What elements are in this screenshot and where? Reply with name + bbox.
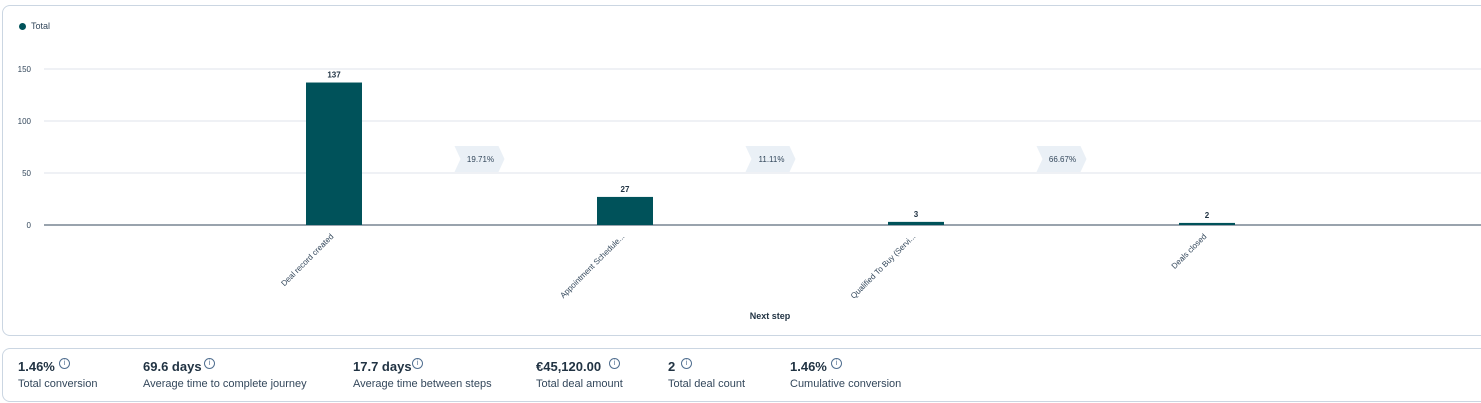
bar (597, 196, 653, 225)
info-icon[interactable]: i (609, 358, 620, 369)
info-icon[interactable]: i (412, 358, 423, 369)
stat-value: 17.7 days (353, 359, 412, 374)
conversion-rate-label: 66.67% (1049, 155, 1076, 164)
stat-label: Total deal amount (536, 378, 623, 390)
x-tick-label: Appointment Schedule... (558, 232, 626, 300)
funnel-chart-card: Total (2, 5, 1481, 336)
stat-value: 2 (668, 359, 676, 374)
summary-stats-card: 1.46% i Total conversion 69.6 days i Ave… (2, 348, 1481, 402)
bar (1179, 222, 1235, 225)
bar-value-label: 2 (1205, 211, 1210, 220)
y-tick-label: 150 (18, 65, 32, 74)
x-tick-label: Deals closed (1170, 232, 1209, 271)
conversion-rate-chevron (1036, 146, 1087, 172)
conversion-rate-label: 19.71% (467, 155, 494, 164)
stat-label: Average time between steps (353, 378, 492, 390)
info-icon[interactable]: i (831, 358, 842, 369)
info-icon[interactable]: i (204, 358, 215, 369)
info-icon[interactable]: i (59, 358, 70, 369)
conversion-rate-label: 11.11% (759, 155, 785, 164)
stat-value: €45,120.00 (536, 359, 602, 374)
bar-value-label: 3 (914, 210, 919, 219)
stat-value: 69.6 days (143, 359, 202, 374)
bar (306, 82, 362, 226)
info-icon[interactable]: i (681, 358, 692, 369)
stat-value: 1.46% (18, 359, 55, 374)
chart-legend[interactable]: Total (19, 21, 50, 31)
funnel-bar-chart: 0 50 100 150 137 Deal record created 27 Appoint… (18, 65, 1481, 321)
stat-label: Average time to complete journey (143, 378, 307, 390)
y-tick-label: 100 (18, 117, 32, 126)
conversion-rate-chevron (454, 146, 505, 172)
x-tick-label: Deal record created (279, 232, 335, 288)
stat-value: 1.46% (790, 359, 827, 374)
stat-label: Cumulative conversion (790, 378, 902, 390)
x-axis-title: Next step (750, 311, 791, 321)
bar-value-label: 137 (327, 71, 341, 80)
stat-label: Total conversion (18, 378, 98, 390)
x-tick-label: Qualified To Buy (Servi... (849, 232, 918, 301)
stat-label: Total deal count (668, 378, 746, 390)
bar (888, 221, 944, 225)
bar-value-label: 27 (621, 185, 630, 194)
y-tick-label: 50 (22, 169, 31, 178)
legend-label-total: Total (31, 21, 51, 31)
y-tick-label: 0 (27, 221, 32, 230)
legend-marker (19, 22, 26, 30)
conversion-rate-chevron (745, 146, 796, 172)
